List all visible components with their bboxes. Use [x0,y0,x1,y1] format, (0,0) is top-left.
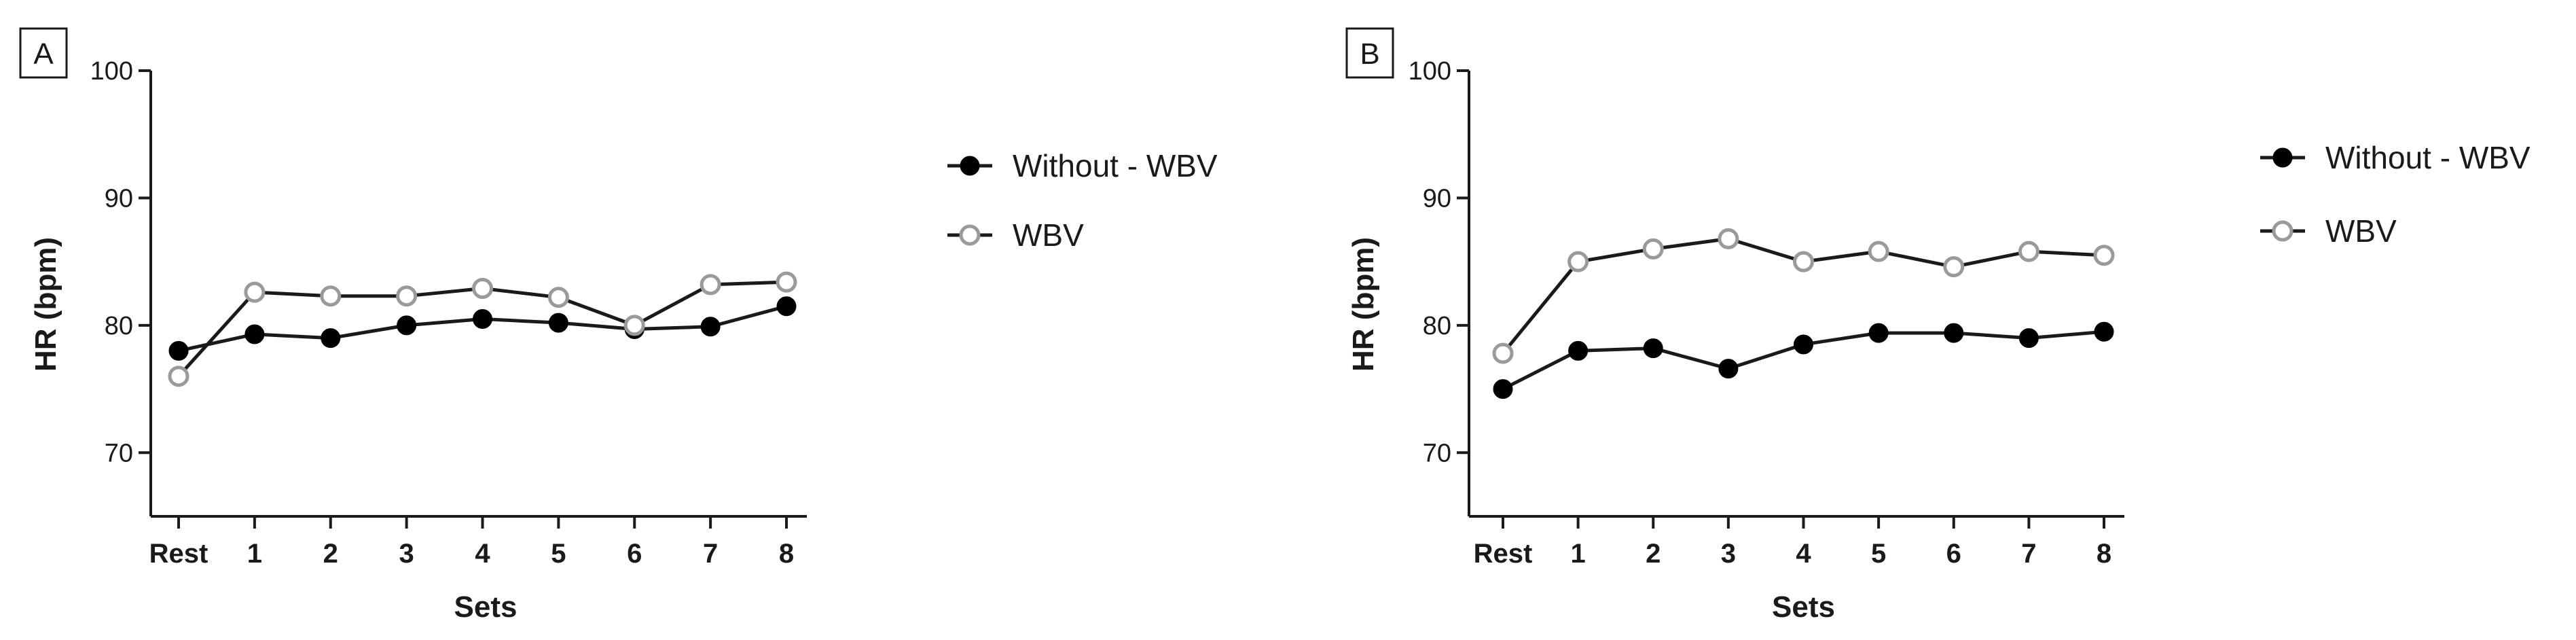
panel-b-without-wbv-point [1868,323,1889,343]
panel-a-y-tick-label: 80 [105,312,133,340]
panel-a-label: A [33,37,54,71]
panel-b-y-axis-title: HR (bpm) [1347,237,1380,372]
panel-b-wbv-point [1642,238,1664,260]
panel-b-without-wbv-point [1493,379,1513,399]
panel-b-without-wbv-point [2094,321,2114,342]
panel-a-x-tick-label: 8 [779,539,794,569]
panel-a-without-wbv-point [548,313,568,333]
panel-a-y-tick-label: 100 [90,57,133,86]
panel-a-wbv-point [472,278,493,300]
panel-a-x-tick-label: 2 [323,539,338,569]
panel-a-wbv-point [776,271,797,293]
panel-a-wbv-point [623,315,645,336]
panel-b-y-tick-label: 90 [1423,184,1451,213]
panel-a-x-tick-label: 6 [627,539,642,569]
panel-b-wbv-point [1868,241,1889,262]
panel-b-legend-without-wbv-label: Without - WBV [2325,140,2530,175]
panel-b-x-tick-label: Rest [1474,539,1533,569]
panel-b-x-tick-label: 4 [1796,539,1811,569]
panel-b-wbv-point [1567,251,1589,272]
panel-a-x-tick-label: 4 [475,539,490,569]
panel-a-x-tick-label: 7 [703,539,718,569]
panel-b-x-tick-label: 2 [1646,539,1661,569]
panel-a-legend-without-wbv-label: Without - WBV [1013,148,1218,183]
panel-b-y-tick-label: 70 [1423,439,1451,467]
panel-a-chart: A 70 80 90 100 Rest 1 2 3 4 5 6 7 8 Sets HR (bpm) Withou… [19,27,1218,624]
panel-b-x-tick-label: 3 [1721,539,1736,569]
panel-a-without-wbv-point [473,308,492,329]
panel-b-wbv-point [1492,342,1514,364]
panel-a-wbv-point [320,285,342,307]
panel-b-x-tick-label: 7 [2021,539,2036,569]
panel-b-legend-wbv-marker [2272,220,2293,242]
panel-b-without-wbv-point [1568,340,1589,361]
panel-a-x-tick-label: 5 [551,539,566,569]
panel-a-without-wbv-point [321,328,341,349]
panel-a-label-box [19,27,68,79]
panel-b-x-tick-label: 1 [1571,539,1586,569]
panel-a-legend-wbv-marker [959,224,981,246]
panel-a-without-wbv-point [397,315,417,336]
panel-b-x-axis-title: Sets [1772,590,1835,624]
panel-b-legend-without-wbv-marker [2272,147,2293,168]
panel-a-x-axis-title: Sets [454,590,518,624]
panel-a-wbv-point [244,281,266,303]
panel-a-wbv-point [700,274,721,296]
panel-b-without-wbv-point [1643,338,1663,359]
panel-b-without-wbv-point [1944,323,1964,343]
panel-a-y-tick-label: 90 [105,184,133,213]
panel-a-x-tick-label: 3 [399,539,414,569]
panel-a-without-wbv-point [776,296,797,317]
panel-a-without-wbv-point [168,340,189,361]
panel-a-legend-wbv-label: WBV [1013,217,1084,253]
panel-b-without-wbv-point [2018,328,2039,349]
panel-b-wbv-point [1718,228,1739,249]
panel-b-wbv-point [1943,256,1965,278]
panel-b-wbv-point [2018,241,2039,262]
panel-b-wbv-point [1793,251,1814,272]
panel-a-without-wbv-point [700,317,721,337]
panel-b-y-tick-label: 100 [1409,57,1451,86]
panel-b-y-tick-label: 80 [1423,312,1451,340]
panel-a-x-tick-label: Rest [149,539,208,569]
panel-b-wbv-point [2093,245,2115,266]
panel-a-wbv-point [396,285,418,307]
panel-b-label-box [1345,27,1394,79]
panel-b-label: B [1360,37,1379,71]
panel-a-wbv-point [168,366,189,387]
panel-a-legend-without-wbv-marker [960,156,980,176]
panel-a-y-tick-label: 70 [105,439,133,467]
panel-b-legend-wbv-label: WBV [2325,213,2397,249]
panel-a-y-axis-title: HR (bpm) [29,237,62,372]
panel-b-without-wbv-point [1794,334,1813,355]
panel-a-wbv-point [547,287,569,308]
panel-b-x-tick-label: 8 [2097,539,2111,569]
panel-a-without-wbv-point [244,324,265,344]
panel-b-x-tick-label: 6 [1946,539,1961,569]
panel-b-without-wbv-point [1718,359,1739,379]
panel-b-x-tick-label: 5 [1871,539,1886,569]
panel-b-chart: B 70 80 90 100 Rest 1 2 3 4 5 6 7 8 Sets HR (bpm) Withou… [1345,27,2530,624]
panel-a-x-tick-label: 1 [247,539,262,569]
